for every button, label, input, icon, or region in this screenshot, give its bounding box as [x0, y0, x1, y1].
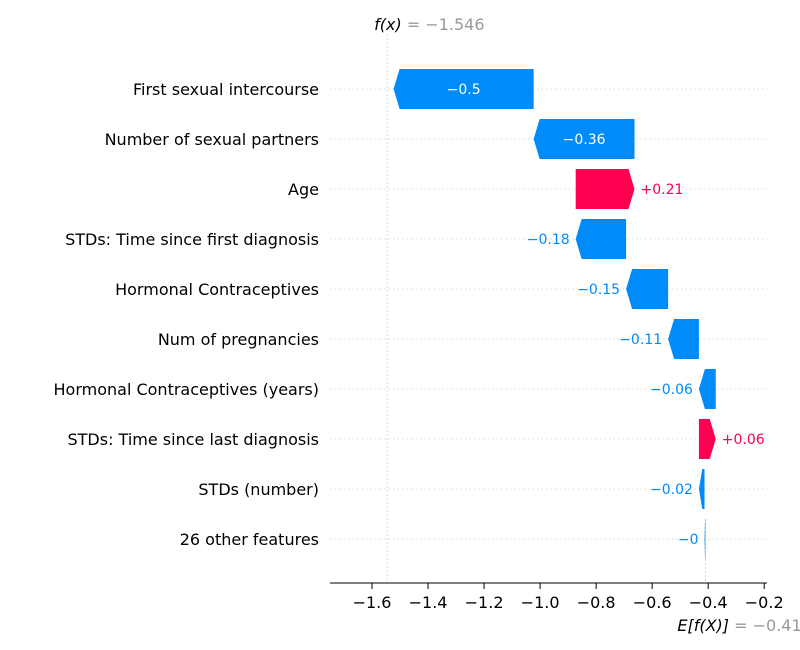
waterfall-bar: [698, 419, 716, 459]
waterfall-bar: [393, 69, 534, 109]
x-tick-label: −1.4: [409, 593, 448, 612]
feature-label: 26 other features: [180, 530, 319, 549]
bar-value-label: −0: [678, 532, 699, 548]
waterfall-bar: [698, 469, 705, 509]
x-tick-label: −0.8: [577, 593, 616, 612]
bar-value-label: −0.36: [563, 132, 606, 148]
bar-value-label: −0.15: [577, 282, 620, 298]
feature-label: STDs: Time since last diagnosis: [67, 430, 319, 449]
waterfall-bar: [575, 219, 627, 259]
bar-value-label: −0.18: [527, 232, 570, 248]
feature-label: Hormonal Contraceptives (years): [54, 380, 320, 399]
feature-label: STDs: Time since first diagnosis: [65, 230, 319, 249]
x-tick-label: −1.0: [521, 593, 560, 612]
x-tick-label: −1.2: [465, 593, 504, 612]
feature-label: Number of sexual partners: [105, 130, 319, 149]
feature-label: First sexual intercourse: [133, 80, 319, 99]
bar-value-label: −0.11: [619, 332, 662, 348]
bar-value-label: +0.21: [640, 182, 683, 198]
waterfall-bar: [533, 119, 635, 159]
bar-value-label: −0.02: [650, 482, 693, 498]
waterfall-bar: [626, 269, 669, 309]
base-value-label: E[f(X)] = −0.41: [677, 616, 800, 635]
bar-value-label: −0.06: [650, 382, 693, 398]
waterfall-bar: [698, 369, 716, 409]
x-axis: −1.6 −1.4 −1.2 −1.0 −0.8 −0.6 −0.4 −0.2: [330, 582, 784, 612]
feature-label: Num of pregnancies: [158, 330, 319, 349]
feature-label: Age: [288, 180, 319, 199]
x-tick-label: −0.4: [689, 593, 728, 612]
waterfall-bar: [575, 169, 635, 209]
waterfall-bar: [704, 519, 706, 559]
bar-value-label: +0.06: [722, 432, 765, 448]
feature-label: STDs (number): [198, 480, 319, 499]
feature-label: Hormonal Contraceptives: [115, 280, 319, 299]
x-tick-label: −0.6: [633, 593, 672, 612]
label-layer: −0.5 First sexual intercourse −0.36 Number …: [54, 15, 800, 635]
waterfall-bar: [668, 319, 699, 359]
x-tick-label: −1.6: [353, 593, 392, 612]
x-tick-label: −0.2: [745, 593, 784, 612]
output-value-label: f(x) = −1.546: [374, 15, 484, 34]
bar-layer: [393, 69, 716, 559]
bar-value-label: −0.5: [447, 82, 481, 98]
